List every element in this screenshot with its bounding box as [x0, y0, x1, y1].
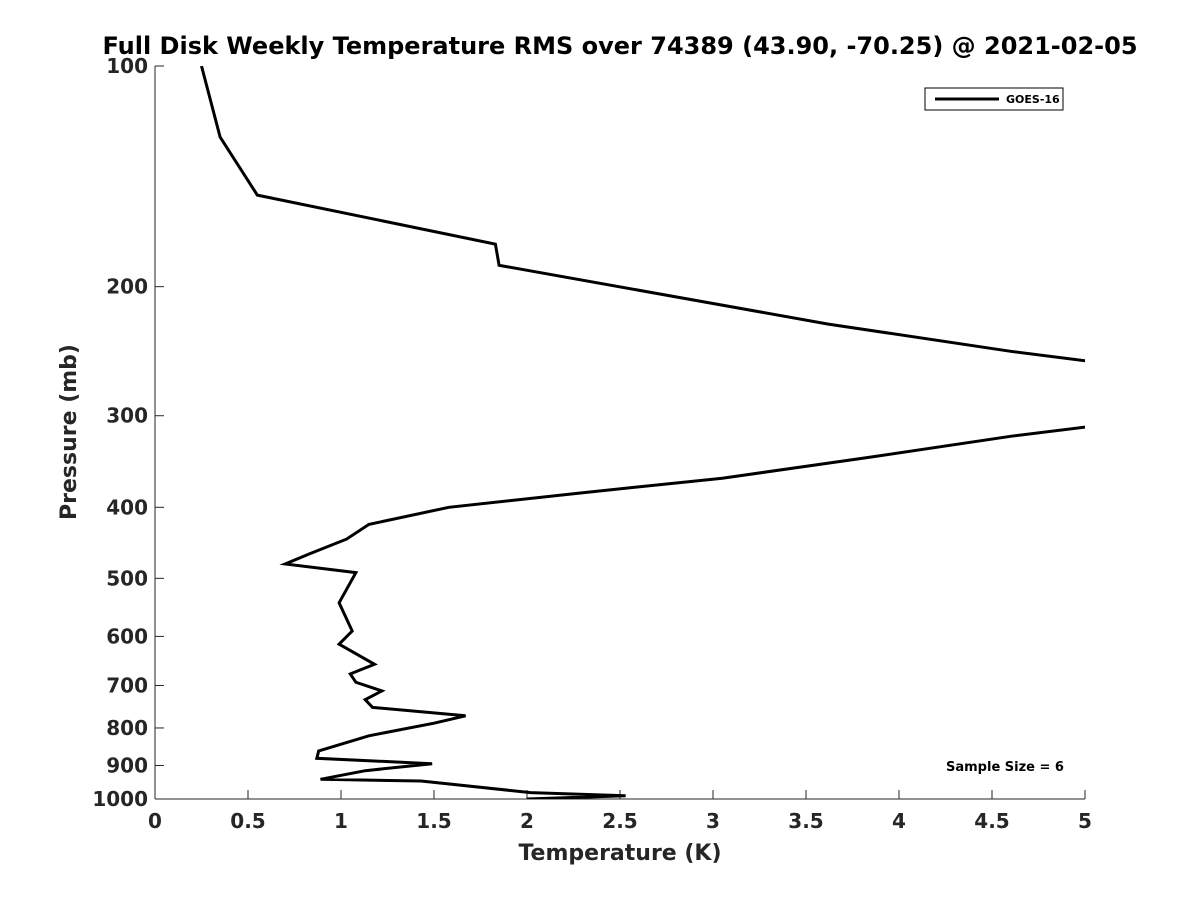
x-tick-label: 0.5: [230, 809, 265, 833]
sample-size-annotation: Sample Size = 6: [946, 760, 1064, 775]
y-tick-label: 1000: [92, 787, 148, 811]
x-tick-label: 4.5: [974, 809, 1009, 833]
y-tick-label: 600: [106, 624, 148, 648]
y-tick-label: 800: [106, 716, 148, 740]
x-tick-label: 5: [1078, 809, 1092, 833]
x-tick-label: 0: [148, 809, 162, 833]
y-tick-label: 300: [106, 404, 148, 428]
x-tick-label: 3.5: [788, 809, 823, 833]
y-tick-label: 500: [106, 566, 148, 590]
legend-label-goes-16: GOES-16: [1006, 93, 1060, 106]
y-tick-label: 400: [106, 495, 148, 519]
y-axis: 100 200 300 400 500 600 700 800 900 1000: [92, 54, 164, 811]
x-axis: 0 0.5 1 1.5 2 2.5 3 3.5 4 4.5 5: [148, 790, 1092, 833]
x-tick-label: 2.5: [602, 809, 637, 833]
chart-title: Full Disk Weekly Temperature RMS over 74…: [102, 32, 1137, 60]
x-tick-label: 1.5: [416, 809, 451, 833]
x-tick-label: 1: [334, 809, 348, 833]
x-tick-label: 2: [520, 809, 534, 833]
x-axis-label: Temperature (K): [518, 841, 721, 866]
y-tick-label: 900: [106, 753, 148, 777]
series-line-goes-16: [200, 66, 1085, 799]
y-axis-label: Pressure (mb): [57, 344, 82, 520]
y-tick-label: 100: [106, 54, 148, 78]
legend: GOES-16: [924, 87, 1064, 111]
y-tick-label: 700: [106, 673, 148, 697]
x-tick-label: 4: [892, 809, 906, 833]
y-tick-label: 200: [106, 275, 148, 299]
x-tick-label: 3: [706, 809, 720, 833]
